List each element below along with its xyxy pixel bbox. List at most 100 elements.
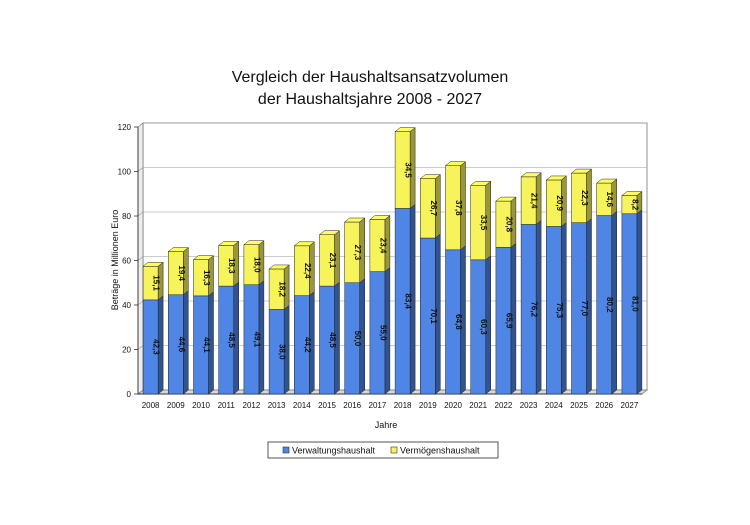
data-label-verwaltungshaushalt-2023: 76,2 [530, 301, 539, 317]
bar-top-vermoegenshaushalt-2017 [369, 215, 391, 220]
bar-top-vermoegenshaushalt-2010 [192, 255, 215, 260]
x-tick-label-2008: 2008 [142, 401, 160, 410]
legend-swatch-verwaltungshaushalt [282, 446, 290, 454]
y-tick-label-100: 100 [118, 168, 132, 177]
data-label-vermoegenshaushalt-2020: 37,8 [454, 200, 463, 216]
data-label-vermoegenshaushalt-2018: 34,5 [404, 162, 413, 178]
y-tick-label-0: 0 [127, 390, 132, 399]
x-tick-label-2014: 2014 [293, 401, 311, 410]
x-tick-label-2017: 2017 [369, 401, 387, 410]
bar-top-vermoegenshaushalt-2015 [318, 230, 341, 235]
data-label-verwaltungshaushalt-2025: 77,0 [580, 301, 589, 317]
data-label-verwaltungshaushalt-2016: 50,0 [353, 331, 362, 347]
data-label-verwaltungshaushalt-2009: 44,6 [177, 337, 186, 353]
bar-top-vermoegenshaushalt-2025 [570, 168, 593, 174]
x-tick-label-2018: 2018 [394, 401, 412, 410]
plot-area: 0 20 40 60 80 100 120 42,3 15,1 2008 44,6 19,4 2009 4… [118, 122, 649, 410]
x-axis-label: Jahre [375, 420, 398, 430]
x-tick-label-2022: 2022 [495, 401, 513, 410]
legend-label-vermoegenshaushalt: Vermögenshaushalt [400, 446, 480, 456]
data-label-vermoegenshaushalt-2021: 33,5 [479, 215, 488, 231]
x-tick-label-2026: 2026 [595, 401, 613, 410]
y-tick-label-20: 20 [122, 346, 131, 355]
gridline-120-side [137, 122, 144, 128]
bar-top-vermoegenshaushalt-2014 [293, 241, 316, 247]
x-tick-label-2019: 2019 [419, 401, 437, 410]
data-label-verwaltungshaushalt-2026: 80,2 [605, 297, 614, 313]
bar-top-vermoegenshaushalt-2013 [268, 264, 290, 270]
x-tick-label-2011: 2011 [218, 401, 236, 410]
gridline-60-side [137, 256, 144, 261]
data-label-verwaltungshaushalt-2027: 81,0 [630, 296, 639, 312]
data-label-verwaltungshaushalt-2024: 75,3 [555, 302, 564, 318]
bar-top-vermoegenshaushalt-2019 [419, 174, 442, 179]
y-tick-label-60: 60 [122, 257, 131, 266]
data-label-vermoegenshaushalt-2027: 8,2 [630, 199, 639, 211]
data-label-vermoegenshaushalt-2016: 27,3 [353, 245, 362, 261]
x-tick-label-2020: 2020 [444, 401, 462, 410]
data-label-verwaltungshaushalt-2013: 38,0 [278, 344, 287, 360]
chart-title-line-1: Vergleich der Haushaltsansatzvolumen [232, 69, 509, 86]
data-label-vermoegenshaushalt-2022: 20,8 [504, 216, 513, 232]
x-tick-label-2015: 2015 [318, 401, 336, 410]
bar-top-vermoegenshaushalt-2024 [545, 175, 568, 181]
bar-top-vermoegenshaushalt-2018 [394, 127, 416, 132]
x-tick-label-2021: 2021 [469, 401, 487, 410]
bar-top-vermoegenshaushalt-2027 [621, 191, 643, 196]
data-label-verwaltungshaushalt-2010: 44,1 [202, 337, 211, 353]
y-tick-label-40: 40 [122, 301, 131, 310]
data-label-verwaltungshaushalt-2018: 83,4 [404, 293, 413, 309]
bar-top-vermoegenshaushalt-2023 [520, 172, 542, 178]
data-label-verwaltungshaushalt-2022: 65,9 [504, 313, 513, 329]
bar-top-vermoegenshaushalt-2016 [343, 217, 366, 223]
data-label-vermoegenshaushalt-2012: 18,0 [252, 257, 261, 273]
x-tick-label-2024: 2024 [545, 401, 563, 410]
x-tick-label-2023: 2023 [520, 401, 538, 410]
y-tick-label-120: 120 [118, 123, 132, 132]
x-tick-label-2013: 2013 [268, 401, 286, 410]
data-label-verwaltungshaushalt-2017: 55,0 [378, 325, 387, 341]
bar-top-vermoegenshaushalt-2022 [495, 196, 517, 202]
data-label-verwaltungshaushalt-2008: 42,3 [152, 339, 161, 355]
gridline-80-side [137, 211, 144, 217]
data-label-verwaltungshaushalt-2021: 60,3 [479, 319, 488, 335]
data-label-vermoegenshaushalt-2009: 19,4 [177, 265, 186, 281]
data-label-vermoegenshaushalt-2013: 18,2 [278, 281, 287, 297]
legend-label-verwaltungshaushalt: Verwaltungshaushalt [292, 446, 376, 456]
bar-top-vermoegenshaushalt-2012 [243, 240, 265, 245]
data-label-vermoegenshaushalt-2019: 26,7 [429, 201, 438, 217]
data-label-verwaltungshaushalt-2014: 44,2 [303, 337, 312, 353]
data-label-verwaltungshaushalt-2011: 48,5 [227, 332, 236, 348]
data-label-verwaltungshaushalt-2020: 64,8 [454, 314, 463, 330]
data-label-vermoegenshaushalt-2023: 21,4 [530, 193, 539, 209]
data-label-vermoegenshaushalt-2008: 15,1 [152, 275, 161, 291]
legend: Verwaltungshaushalt Vermögenshaushalt [267, 441, 499, 459]
data-label-vermoegenshaushalt-2014: 22,4 [303, 263, 312, 279]
data-label-verwaltungshaushalt-2015: 48,5 [328, 332, 337, 348]
bar-top-vermoegenshaushalt-2026 [595, 178, 618, 184]
bar-top-vermoegenshaushalt-2008 [142, 262, 164, 267]
x-tick-label-2012: 2012 [243, 401, 261, 410]
chart-title-line-2: der Haushaltsjahre 2008 - 2027 [258, 91, 482, 108]
bar-top-vermoegenshaushalt-2011 [217, 241, 240, 246]
x-tick-label-2010: 2010 [192, 401, 210, 410]
bar-top-vermoegenshaushalt-2020 [444, 161, 467, 166]
x-tick-label-2009: 2009 [167, 401, 185, 410]
data-label-vermoegenshaushalt-2011: 18,3 [227, 258, 236, 274]
data-label-vermoegenshaushalt-2017: 23,4 [378, 238, 387, 254]
bar-top-vermoegenshaushalt-2021 [469, 181, 492, 186]
data-label-verwaltungshaushalt-2012: 49,1 [252, 332, 261, 348]
data-label-vermoegenshaushalt-2024: 20,9 [555, 195, 564, 211]
data-label-verwaltungshaushalt-2019: 70,1 [429, 308, 438, 324]
gridline-20-side [137, 345, 144, 350]
data-label-vermoegenshaushalt-2010: 16,3 [202, 270, 211, 286]
gridline-40-side [137, 300, 144, 306]
y-tick-label-80: 80 [122, 212, 131, 221]
bar-top-vermoegenshaushalt-2009 [167, 247, 190, 252]
x-tick-label-2025: 2025 [570, 401, 588, 410]
gridline-100-side [137, 167, 144, 172]
data-label-vermoegenshaushalt-2015: 23,1 [328, 253, 337, 269]
legend-swatch-vermoegenshaushalt [390, 446, 398, 454]
data-label-vermoegenshaushalt-2025: 22,3 [580, 190, 589, 206]
